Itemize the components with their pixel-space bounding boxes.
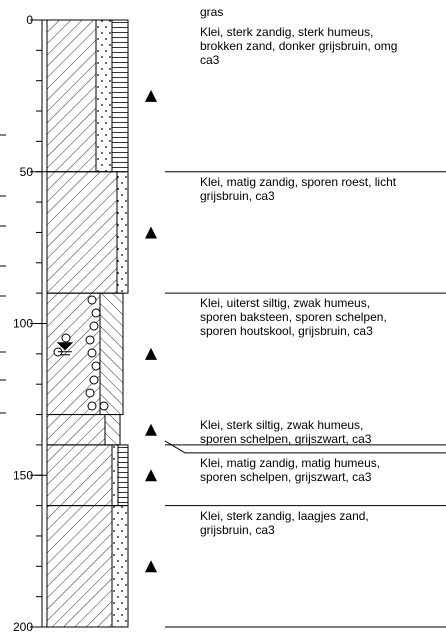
sample-marker (145, 469, 157, 482)
layer-fill (46, 505, 113, 628)
shell-symbol (85, 388, 95, 398)
layer-fill (104, 414, 121, 446)
layer: Klei, sterk zandig, sterk humeus,brokken… (46, 19, 397, 173)
layer-fill (111, 19, 129, 173)
layer-description: sporen houtskool, grijsbruin, ca3 (200, 324, 373, 338)
depth-label: 0 (26, 13, 33, 27)
depth-label: 150 (13, 468, 33, 482)
depth-label: 200 (13, 620, 33, 633)
layer-fill (46, 19, 97, 173)
shell-symbol (61, 333, 71, 343)
shell-symbol (89, 375, 99, 385)
shell-symbol (87, 401, 97, 411)
layer-fill (111, 444, 119, 507)
shell-symbol (85, 335, 95, 345)
layer: Klei, uiterst siltig, zwak humeus,sporen… (46, 292, 387, 416)
shell-symbol (91, 308, 101, 318)
water-level (56, 342, 74, 356)
layer-description: grijsbruin, ca3 (200, 189, 275, 203)
layer-description: sporen baksteen, sporen schelpen, (200, 310, 387, 324)
layer-fill (46, 444, 113, 507)
layer-fill (95, 19, 113, 173)
sample-marker (145, 347, 157, 360)
depth-label: 100 (13, 317, 33, 331)
layer-description: ca3 (200, 53, 220, 67)
layer-description: Klei, sterk zandig, sterk humeus, (200, 25, 373, 39)
shell-symbol (87, 348, 97, 358)
sample-marker (145, 423, 157, 436)
layer-fill (111, 505, 129, 628)
layer-description: Klei, uiterst siltig, zwak humeus, (200, 296, 370, 310)
sample-marker (145, 226, 157, 239)
shell-symbol (87, 295, 97, 305)
layer-fill (99, 292, 124, 416)
layer-description: brokken zand, donker grijsbruin, omg (200, 39, 397, 53)
shell-symbol (89, 321, 99, 331)
layer-description: Klei, sterk siltig, zwak humeus, (200, 418, 363, 432)
layer: Klei, matig zandig, sporen roest, lichtg… (46, 171, 397, 294)
layer: Klei, matig zandig, matig humeus,sporen … (46, 444, 380, 507)
layer-description: Klei, matig zandig, matig humeus, (200, 456, 380, 470)
layer-description: grijsbruin, ca3 (200, 523, 275, 537)
layer-fill (117, 444, 129, 507)
layer: Klei, sterk zandig, laagjes zand,grijsbr… (46, 505, 369, 628)
layer-description: sporen schelpen, grijszwart, ca3 (200, 432, 372, 446)
sample-marker (145, 89, 157, 102)
left-cut (0, 134, 6, 414)
shell-symbol (99, 401, 109, 411)
layer-fill (46, 414, 106, 446)
layer: Klei, sterk siltig, zwak humeus,sporen s… (46, 414, 372, 446)
layer-fill (46, 171, 118, 294)
layer-description: Klei, matig zandig, sporen roest, licht (200, 175, 397, 189)
sample-marker (145, 560, 157, 573)
surface-label: gras (200, 5, 223, 19)
layer-description: sporen schelpen, grijszwart, ca3 (200, 470, 372, 484)
depth-label: 50 (20, 165, 34, 179)
shell-symbol (91, 361, 101, 371)
layer-fill (116, 171, 129, 294)
layer-description: Klei, sterk zandig, laagjes zand, (200, 509, 369, 523)
